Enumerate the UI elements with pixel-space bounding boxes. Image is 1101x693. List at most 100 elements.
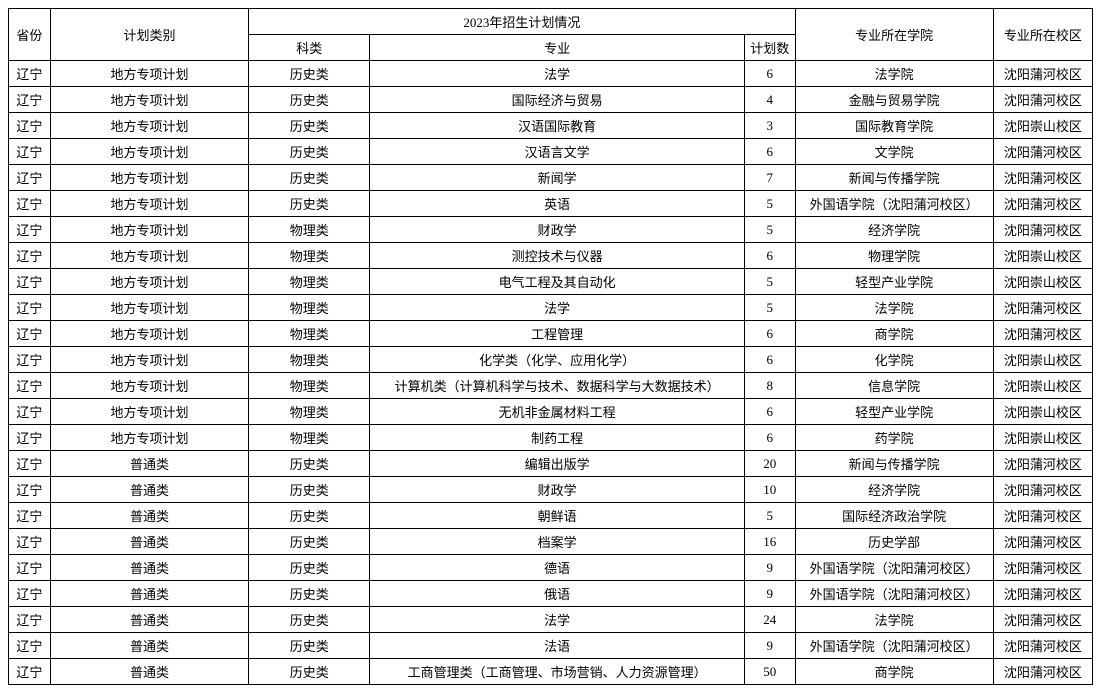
cell-campus: 沈阳蒲河校区	[993, 659, 1092, 685]
cell-college: 外国语学院（沈阳蒲河校区）	[795, 633, 993, 659]
cell-subject: 历史类	[249, 61, 370, 87]
cell-province: 辽宁	[9, 191, 51, 217]
table-row: 辽宁普通类历史类朝鲜语5国际经济政治学院沈阳蒲河校区	[9, 503, 1093, 529]
cell-subject: 物理类	[249, 399, 370, 425]
header-count: 计划数	[744, 35, 795, 61]
cell-count: 5	[744, 217, 795, 243]
table-row: 辽宁普通类历史类财政学10经济学院沈阳蒲河校区	[9, 477, 1093, 503]
table-row: 辽宁普通类历史类法语9外国语学院（沈阳蒲河校区）沈阳蒲河校区	[9, 633, 1093, 659]
cell-college: 外国语学院（沈阳蒲河校区）	[795, 191, 993, 217]
cell-province: 辽宁	[9, 477, 51, 503]
cell-college: 药学院	[795, 425, 993, 451]
cell-subject: 物理类	[249, 321, 370, 347]
cell-plan-type: 普通类	[50, 555, 248, 581]
cell-major: 汉语言文学	[370, 139, 745, 165]
cell-major: 无机非金属材料工程	[370, 399, 745, 425]
cell-college: 国际教育学院	[795, 113, 993, 139]
cell-count: 50	[744, 659, 795, 685]
cell-major: 编辑出版学	[370, 451, 745, 477]
table-row: 辽宁地方专项计划历史类英语5外国语学院（沈阳蒲河校区）沈阳蒲河校区	[9, 191, 1093, 217]
cell-plan-type: 地方专项计划	[50, 139, 248, 165]
cell-count: 4	[744, 87, 795, 113]
cell-campus: 沈阳蒲河校区	[993, 581, 1092, 607]
cell-plan-type: 地方专项计划	[50, 113, 248, 139]
cell-province: 辽宁	[9, 529, 51, 555]
table-row: 辽宁地方专项计划历史类汉语国际教育3国际教育学院沈阳崇山校区	[9, 113, 1093, 139]
cell-campus: 沈阳崇山校区	[993, 113, 1092, 139]
cell-plan-type: 地方专项计划	[50, 321, 248, 347]
cell-campus: 沈阳蒲河校区	[993, 165, 1092, 191]
cell-province: 辽宁	[9, 503, 51, 529]
cell-campus: 沈阳蒲河校区	[993, 477, 1092, 503]
cell-subject: 历史类	[249, 503, 370, 529]
cell-major: 朝鲜语	[370, 503, 745, 529]
cell-subject: 历史类	[249, 139, 370, 165]
cell-province: 辽宁	[9, 269, 51, 295]
header-province: 省份	[9, 9, 51, 61]
cell-major: 德语	[370, 555, 745, 581]
cell-plan-type: 普通类	[50, 633, 248, 659]
cell-college: 金融与贸易学院	[795, 87, 993, 113]
cell-college: 轻型产业学院	[795, 269, 993, 295]
cell-campus: 沈阳蒲河校区	[993, 321, 1092, 347]
cell-count: 5	[744, 269, 795, 295]
header-college: 专业所在学院	[795, 9, 993, 61]
cell-subject: 物理类	[249, 295, 370, 321]
cell-subject: 历史类	[249, 633, 370, 659]
cell-count: 6	[744, 347, 795, 373]
cell-province: 辽宁	[9, 425, 51, 451]
cell-major: 财政学	[370, 477, 745, 503]
cell-campus: 沈阳崇山校区	[993, 373, 1092, 399]
cell-college: 外国语学院（沈阳蒲河校区）	[795, 555, 993, 581]
table-row: 辽宁地方专项计划物理类化学类（化学、应用化学）6化学院沈阳崇山校区	[9, 347, 1093, 373]
table-body: 辽宁地方专项计划历史类法学6法学院沈阳蒲河校区辽宁地方专项计划历史类国际经济与贸…	[9, 61, 1093, 685]
cell-major: 电气工程及其自动化	[370, 269, 745, 295]
cell-count: 9	[744, 633, 795, 659]
cell-major: 计算机类（计算机科学与技术、数据科学与大数据技术）	[370, 373, 745, 399]
cell-campus: 沈阳蒲河校区	[993, 87, 1092, 113]
enrollment-plan-table: 省份 计划类别 2023年招生计划情况 专业所在学院 专业所在校区 科类 专业 …	[8, 8, 1093, 685]
cell-province: 辽宁	[9, 295, 51, 321]
cell-subject: 历史类	[249, 113, 370, 139]
cell-plan-type: 普通类	[50, 607, 248, 633]
cell-subject: 历史类	[249, 87, 370, 113]
cell-count: 9	[744, 555, 795, 581]
table-row: 辽宁地方专项计划历史类汉语言文学6文学院沈阳蒲河校区	[9, 139, 1093, 165]
cell-province: 辽宁	[9, 659, 51, 685]
table-row: 辽宁普通类历史类工商管理类（工商管理、市场营销、人力资源管理）50商学院沈阳蒲河…	[9, 659, 1093, 685]
cell-province: 辽宁	[9, 581, 51, 607]
cell-college: 法学院	[795, 607, 993, 633]
cell-campus: 沈阳崇山校区	[993, 347, 1092, 373]
cell-campus: 沈阳蒲河校区	[993, 61, 1092, 87]
cell-count: 20	[744, 451, 795, 477]
cell-campus: 沈阳崇山校区	[993, 269, 1092, 295]
cell-plan-type: 地方专项计划	[50, 217, 248, 243]
cell-province: 辽宁	[9, 139, 51, 165]
cell-college: 轻型产业学院	[795, 399, 993, 425]
cell-province: 辽宁	[9, 321, 51, 347]
cell-campus: 沈阳崇山校区	[993, 425, 1092, 451]
cell-college: 经济学院	[795, 217, 993, 243]
cell-plan-type: 地方专项计划	[50, 87, 248, 113]
table-row: 辽宁地方专项计划历史类法学6法学院沈阳蒲河校区	[9, 61, 1093, 87]
cell-subject: 物理类	[249, 243, 370, 269]
table-row: 辽宁地方专项计划物理类法学5法学院沈阳蒲河校区	[9, 295, 1093, 321]
cell-plan-type: 地方专项计划	[50, 347, 248, 373]
table-row: 辽宁地方专项计划历史类新闻学7新闻与传播学院沈阳蒲河校区	[9, 165, 1093, 191]
cell-count: 24	[744, 607, 795, 633]
cell-count: 6	[744, 139, 795, 165]
cell-subject: 历史类	[249, 607, 370, 633]
cell-major: 工商管理类（工商管理、市场营销、人力资源管理）	[370, 659, 745, 685]
cell-college: 文学院	[795, 139, 993, 165]
cell-campus: 沈阳蒲河校区	[993, 191, 1092, 217]
cell-major: 法学	[370, 61, 745, 87]
cell-count: 10	[744, 477, 795, 503]
cell-count: 3	[744, 113, 795, 139]
cell-major: 工程管理	[370, 321, 745, 347]
cell-college: 商学院	[795, 659, 993, 685]
cell-count: 16	[744, 529, 795, 555]
table-row: 辽宁地方专项计划物理类工程管理6商学院沈阳蒲河校区	[9, 321, 1093, 347]
table-row: 辽宁普通类历史类德语9外国语学院（沈阳蒲河校区）沈阳蒲河校区	[9, 555, 1093, 581]
cell-major: 新闻学	[370, 165, 745, 191]
cell-count: 9	[744, 581, 795, 607]
